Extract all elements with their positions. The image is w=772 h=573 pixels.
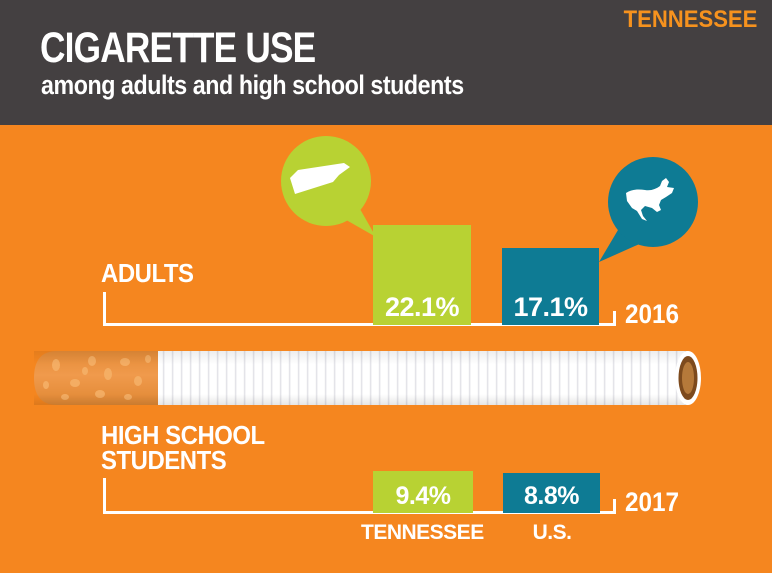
page-title: CIGARETTE USE bbox=[40, 24, 316, 72]
header-band: TENNESSEE CIGARETTE USE among adults and… bbox=[0, 0, 772, 125]
brand-label: TENNESSEE bbox=[623, 6, 757, 33]
bar-adults-tennessee: 22.1% bbox=[373, 225, 471, 325]
adults-axis bbox=[103, 292, 616, 326]
bar-value-label: 8.8% bbox=[524, 482, 579, 510]
high-school-axis-end-tick bbox=[613, 499, 616, 514]
page-subtitle: among adults and high school students bbox=[41, 70, 464, 100]
high-school-axis bbox=[103, 478, 616, 514]
tennessee-state-icon bbox=[290, 163, 350, 194]
group-label-adults: ADULTS bbox=[101, 258, 194, 288]
bar-high-school-us: 8.8% bbox=[503, 473, 600, 513]
cigarette-tobacco bbox=[682, 362, 694, 394]
bar-value-label: 22.1% bbox=[384, 292, 460, 322]
bar-adults-us: 17.1% bbox=[502, 248, 599, 325]
bar-value-label: 17.1% bbox=[513, 292, 588, 322]
cigarette-illustration bbox=[34, 351, 701, 405]
year-label-adults: 2016 bbox=[625, 299, 680, 329]
group-label-high-school-students: HIGH SCHOOL STUDENTS bbox=[101, 420, 265, 475]
usa-map-icon bbox=[626, 178, 674, 221]
category-label-us: U.S. bbox=[532, 521, 572, 544]
bar-value-label: 9.4% bbox=[395, 482, 451, 510]
bar-high-school-tennessee: 9.4% bbox=[373, 471, 473, 513]
usa-bubble-icon bbox=[599, 157, 698, 262]
category-label-tennessee: TENNESSEE bbox=[361, 521, 484, 544]
tennessee-bubble-icon bbox=[281, 136, 376, 237]
year-label-high-school: 2017 bbox=[625, 487, 680, 517]
adults-axis-end-tick bbox=[613, 311, 616, 326]
